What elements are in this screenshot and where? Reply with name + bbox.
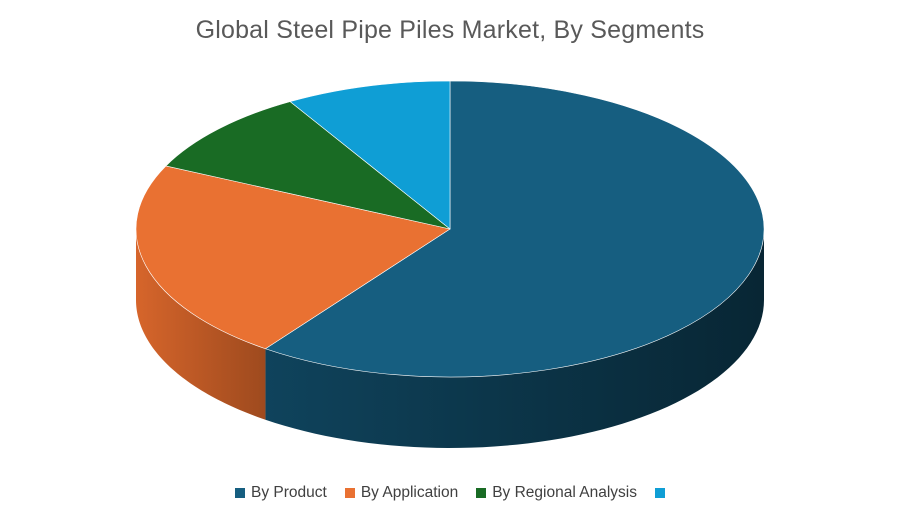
legend-item-2[interactable]: By Application [344, 484, 459, 502]
legend-label: By Regional Analysis [492, 484, 637, 501]
pie-tops [135, 80, 765, 378]
legend-swatch [476, 488, 487, 498]
legend-label: By Application [360, 484, 459, 501]
legend: By Product By Application By Regional Anal… [0, 484, 900, 502]
pie-side-1 [265, 229, 764, 448]
legend-item-3[interactable]: By Regional Analysis [476, 484, 637, 502]
legend-swatch [235, 488, 246, 498]
legend-item-4[interactable] [654, 488, 665, 498]
legend-swatch [654, 488, 665, 498]
legend-swatch [344, 488, 355, 498]
pie-slice-4[interactable] [289, 80, 451, 230]
chart-title: Global Steel Pipe Piles Market, By Segme… [195, 16, 705, 44]
pie-sides [136, 229, 764, 448]
pie-slice-3[interactable] [165, 101, 451, 230]
pie-side-2 [136, 229, 266, 420]
legend-label: By Product [251, 484, 327, 501]
pie-slice-1[interactable] [264, 80, 765, 378]
legend-item-1[interactable]: By Product [235, 484, 327, 502]
